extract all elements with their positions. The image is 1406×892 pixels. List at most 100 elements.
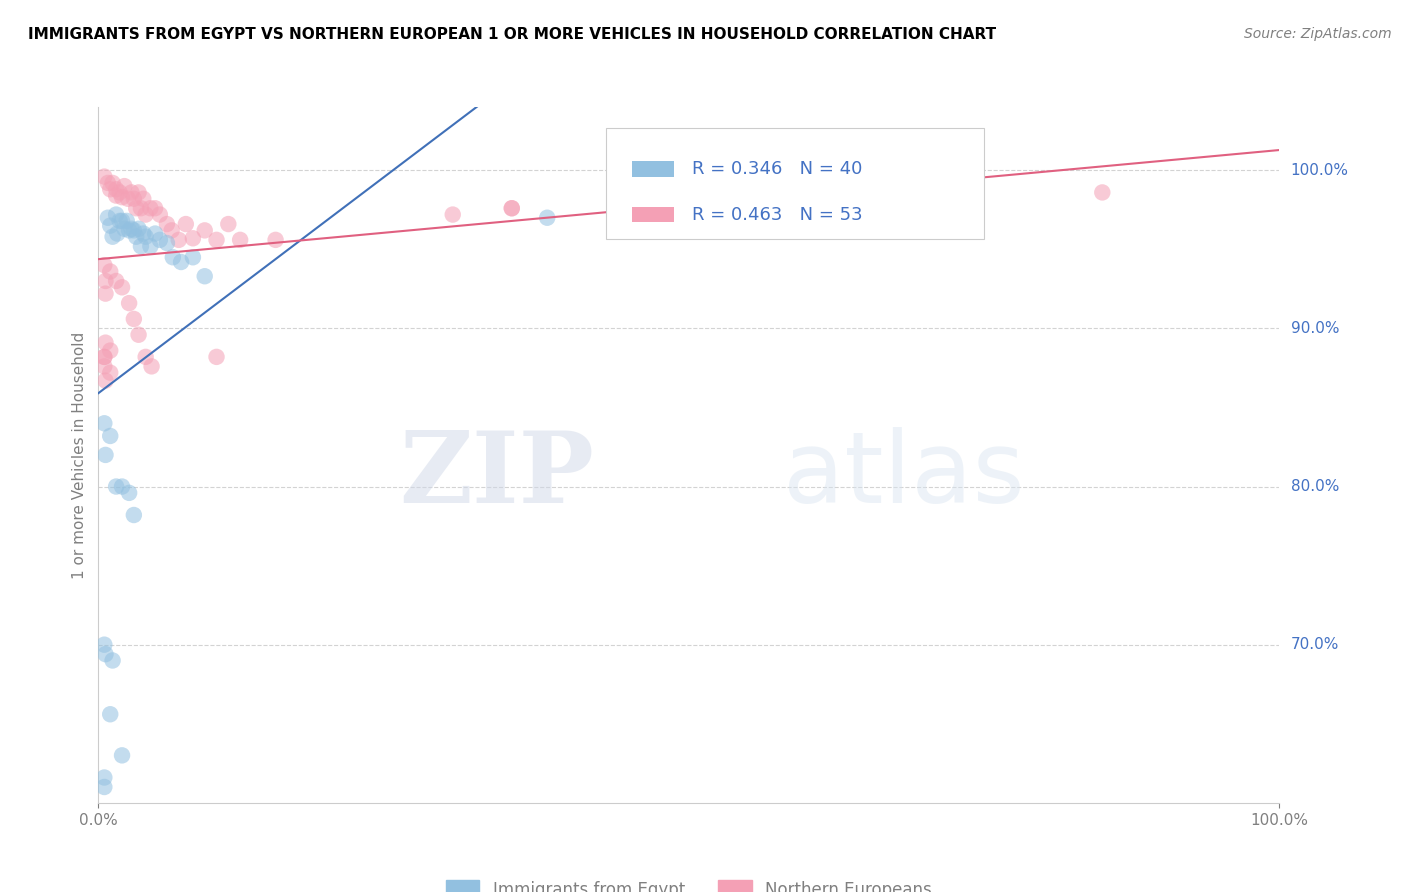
Point [111,479,134,493]
Point [94,274,117,288]
Point [125,229,148,244]
Point [121,222,143,236]
Point [93,350,115,364]
Text: atlas: atlas [783,427,1025,524]
Point [111,748,134,763]
Point [111,214,134,228]
Text: IMMIGRANTS FROM EGYPT VS NORTHERN EUROPEAN 1 OR MORE VEHICLES IN HOUSEHOLD CORRE: IMMIGRANTS FROM EGYPT VS NORTHERN EUROPE… [28,27,997,42]
Point [121,186,143,200]
Text: 100.0%: 100.0% [1291,163,1348,178]
Point [94,374,117,388]
Y-axis label: 1 or more Vehicles in Household: 1 or more Vehicles in Household [72,331,87,579]
Text: Source: ZipAtlas.com: Source: ZipAtlas.com [1244,27,1392,41]
Text: 70.0%: 70.0% [1291,637,1339,652]
FancyBboxPatch shape [633,207,673,222]
Point [501,201,523,215]
Point [160,223,183,237]
Point [128,327,150,342]
Point [139,201,162,215]
Point [162,250,184,264]
Point [205,350,228,364]
Point [101,653,124,667]
Point [125,201,148,215]
Point [149,208,172,222]
Point [118,296,141,310]
Point [97,176,120,190]
Point [93,771,115,785]
Point [112,179,135,194]
Point [264,233,287,247]
Point [141,359,163,374]
Point [149,233,172,247]
Point [98,264,121,278]
FancyBboxPatch shape [633,161,673,177]
Point [167,233,190,247]
Point [205,233,228,247]
Point [94,286,117,301]
Text: 90.0%: 90.0% [1291,321,1339,336]
Point [217,217,239,231]
Point [135,350,157,364]
Point [98,182,121,196]
Point [194,223,217,237]
Point [111,190,134,204]
Text: 80.0%: 80.0% [1291,479,1339,494]
Point [181,250,204,264]
Point [441,208,464,222]
Point [105,274,128,288]
Point [108,186,131,200]
Point [132,227,155,241]
Point [105,227,128,241]
Point [93,780,115,794]
Point [108,214,131,228]
Point [98,219,121,233]
Point [112,222,135,236]
Point [536,211,558,225]
Point [101,229,124,244]
Point [139,239,162,253]
Point [101,176,124,190]
FancyBboxPatch shape [606,128,984,239]
Point [98,366,121,380]
Point [174,217,197,231]
Point [97,211,120,225]
Point [94,335,117,350]
Point [98,429,121,443]
Point [135,229,157,244]
Text: ZIP: ZIP [399,427,595,524]
Point [181,231,204,245]
Text: R = 0.346   N = 40: R = 0.346 N = 40 [692,160,862,178]
Point [1091,186,1114,200]
Point [93,169,115,184]
Point [132,192,155,206]
Point [122,312,145,326]
Point [129,239,152,253]
Point [117,192,139,206]
Point [105,188,128,202]
Point [115,214,138,228]
Point [128,186,150,200]
Legend: Immigrants from Egypt, Northern Europeans: Immigrants from Egypt, Northern European… [440,874,938,892]
Point [229,233,252,247]
Point [122,192,145,206]
Point [143,201,166,215]
Point [105,479,128,493]
Point [122,508,145,522]
Point [156,235,179,250]
Point [501,201,523,215]
Point [93,350,115,364]
Point [135,208,157,222]
Point [93,638,115,652]
Point [170,255,193,269]
Point [129,201,152,215]
Point [118,486,141,500]
Point [122,223,145,237]
Point [98,343,121,358]
Point [93,359,115,374]
Point [94,647,117,661]
Point [105,182,128,196]
Point [156,217,179,231]
Point [93,417,115,431]
Point [128,222,150,236]
Point [93,258,115,272]
